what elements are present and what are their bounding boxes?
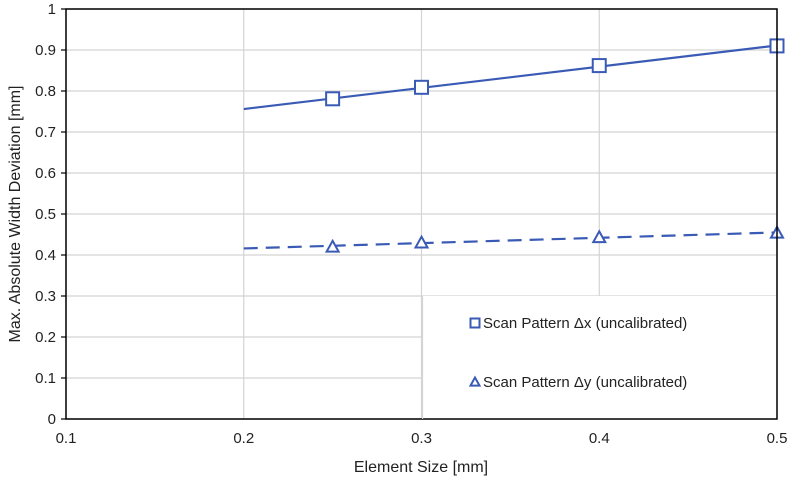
x-axis-label: Element Size [mm] [354, 459, 488, 476]
legend-label-2: Scan Pattern Δy (uncalibrated) [483, 374, 687, 391]
series-2-line [243, 231, 778, 250]
legend-marker-2 [468, 375, 482, 387]
legend-marker-1 [469, 317, 481, 329]
x-tick-label: 0.1 [56, 430, 77, 447]
y-tick-label: 0.8 [35, 83, 56, 100]
series-1-line [243, 44, 778, 111]
x-tick-label: 0.3 [411, 430, 432, 447]
tick-labels: 00.10.20.30.40.50.60.70.80.910.1 0.2 0.3 0.… [35, 1, 787, 447]
legend-background [423, 296, 777, 419]
y-tick-label: 0.5 [35, 206, 56, 223]
x-tick-label: 0.2 [233, 430, 254, 447]
series-1-point [591, 58, 607, 74]
series-2-point [324, 238, 341, 253]
legend-label-1: Scan Pattern Δx (uncalibrated) [483, 315, 687, 332]
y-tick-label: 0.9 [35, 42, 56, 59]
x-tick-label: 0.4 [589, 430, 610, 447]
legend: Scan Pattern Δx (uncalibrated) Scan Patte… [421, 296, 687, 419]
y-tick-label: 0.4 [35, 247, 56, 264]
x-tick-label: 0.5 [767, 430, 788, 447]
y-tick-label: 0.2 [35, 329, 56, 346]
y-tick-label: 1 [48, 1, 56, 18]
series-1-point [325, 91, 341, 107]
y-tick-label: 0.7 [35, 124, 56, 141]
y-tick-label: 0.6 [35, 165, 56, 182]
series-2-point [591, 229, 607, 244]
y-tick-label: 0 [48, 411, 56, 428]
y-tick-label: 0.1 [35, 370, 56, 387]
series-group [243, 38, 785, 253]
y-axis-label: Max. Absolute Width Deviation [mm] [7, 86, 24, 343]
y-tick-label: 0.3 [35, 288, 56, 305]
series-1-point [414, 79, 429, 95]
series-2-point [413, 234, 430, 249]
